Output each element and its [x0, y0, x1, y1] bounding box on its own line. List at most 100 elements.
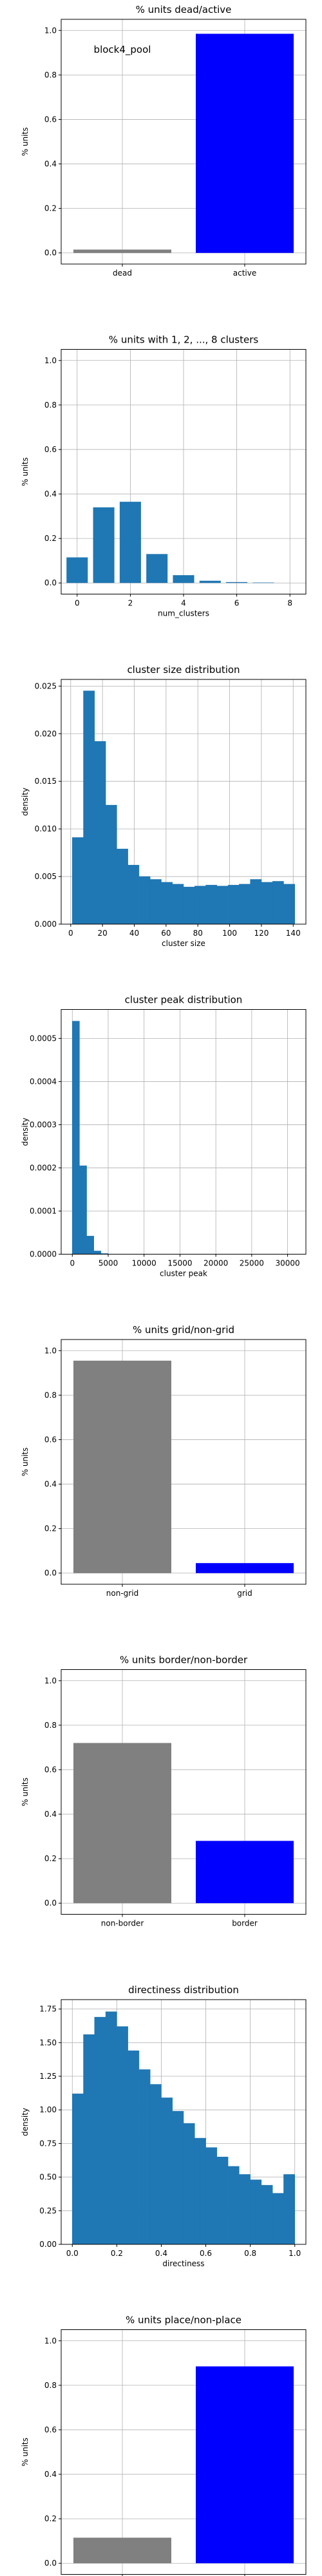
y-tick-label: 0.005	[35, 872, 57, 881]
y-tick-label: 0.2	[44, 534, 57, 543]
bar-dead	[73, 249, 171, 253]
y-tick-label: 0.015	[35, 777, 57, 786]
y-tick-label: 0.0004	[30, 1077, 57, 1086]
y-tick-label: 1.0	[44, 2336, 57, 2345]
x-tick-label: dead	[113, 269, 132, 278]
x-axis-label: num_clusters	[158, 609, 209, 618]
x-tick-label: 0.0	[66, 2249, 79, 2258]
histogram-bin	[83, 690, 95, 925]
chart-panel-2: % units with 1, 2, ..., 8 clusters 0.0 0.2…	[21, 334, 307, 618]
histogram-bin	[205, 885, 218, 925]
y-tick-label: 0.4	[44, 1480, 57, 1489]
y-tick-label: 0.4	[44, 160, 57, 169]
histogram-bin	[272, 881, 284, 925]
axes-frame	[61, 2329, 307, 2575]
y-tick-label: 0.2	[44, 1524, 57, 1533]
histogram-bin	[83, 2034, 95, 2245]
histogram-bin	[216, 886, 229, 925]
chart-panel-1: % units dead/active 0.0 0.2 0.4 0.6 0.8 1.0 dea…	[21, 4, 307, 278]
x-tick-label: 40	[129, 929, 139, 938]
y-tick-label: 0.4	[44, 489, 57, 498]
bar-grid	[196, 1563, 294, 1573]
y-tick-label: 0.6	[44, 115, 57, 124]
x-tick-label: 2	[128, 599, 133, 608]
histogram-bin	[272, 2193, 284, 2245]
y-axis-label: % units	[21, 128, 30, 156]
y-tick-label: 0.000	[35, 920, 57, 929]
y-axis-label: density	[21, 1118, 30, 1146]
y-tick-label: 0.2	[44, 1854, 57, 1863]
y-axis-label: % units	[21, 1777, 30, 1806]
histogram-bin	[161, 2098, 173, 2245]
y-tick-label: 1.50	[39, 2038, 57, 2047]
chart-panel-7: directiness distribution 0.00 0.25 0.50 0.75…	[21, 1984, 307, 2268]
chart-marks	[72, 1021, 116, 1255]
y-tick-label: 1.0	[44, 356, 57, 365]
histogram-bin	[239, 884, 251, 925]
y-tick-label: 0.6	[44, 1435, 57, 1444]
chart-title: directiness distribution	[128, 1984, 239, 1996]
histogram-bin	[250, 879, 262, 925]
y-tick-label: 1.00	[39, 2105, 57, 2114]
x-axis-label: cluster peak	[160, 1269, 207, 1278]
x-tick-label: 20000	[204, 1259, 228, 1268]
histogram-bin	[227, 885, 240, 925]
chart-marks	[73, 1743, 294, 1904]
histogram-bin	[72, 1021, 80, 1255]
y-tick-label: 0.00	[39, 2240, 57, 2249]
x-tick-label: 100	[222, 929, 237, 938]
histogram-bin	[93, 1251, 102, 1255]
bar-non-place	[73, 2537, 171, 2564]
bar-non-grid	[73, 1360, 171, 1573]
histogram-bin	[239, 2174, 251, 2245]
histogram-bin	[194, 2137, 206, 2245]
x-tick-label: 140	[286, 929, 301, 938]
y-tick-label: 0.0001	[30, 1206, 57, 1215]
x-tick-label: 20	[98, 929, 108, 938]
chart-panel-8: % units place/non-place 0.0 0.2 0.4 0.6 0.8 1.…	[21, 2315, 307, 2576]
x-tick-label: 0	[75, 599, 80, 608]
y-tick-label: 0.2	[44, 204, 57, 213]
x-axis-label: directiness	[162, 2259, 204, 2268]
y-tick-label: 1.0	[44, 26, 57, 35]
x-axis-label: cluster size	[162, 939, 205, 948]
y-tick-label: 0.0005	[30, 1034, 57, 1043]
y-tick-label: 0.8	[44, 70, 57, 79]
histogram-bin	[283, 884, 295, 925]
histogram-bin	[216, 2157, 229, 2245]
histogram-bin	[172, 2111, 184, 2245]
histogram-bin	[94, 741, 106, 925]
y-axis-label: % units	[21, 457, 30, 486]
bar-4	[173, 575, 194, 583]
y-tick-label: 0.0	[44, 249, 57, 258]
chart-marks	[73, 1360, 294, 1573]
histogram-bin	[72, 2093, 84, 2245]
histogram-bin	[250, 2179, 262, 2245]
bar-6	[226, 582, 248, 583]
axes-frame	[61, 19, 307, 265]
histogram-bin	[105, 2011, 117, 2245]
x-tick-label: 0.8	[244, 2249, 256, 2258]
chart-marks	[72, 2011, 295, 2245]
x-tick-label: non-border	[101, 1919, 144, 1928]
histogram-bin	[105, 804, 117, 925]
bar-5	[199, 580, 221, 583]
y-tick-label: 0.6	[44, 445, 57, 454]
chart-title: % units with 1, 2, ..., 8 clusters	[109, 334, 259, 346]
bar-non-border	[73, 1743, 171, 1904]
chart-marks	[73, 33, 294, 253]
chart-title: % units border/non-border	[120, 1654, 248, 1666]
x-tick-label: border	[232, 1919, 258, 1928]
x-tick-label: 120	[254, 929, 269, 938]
y-axis-label: % units	[21, 1448, 30, 1477]
x-tick-label: 0	[70, 1259, 75, 1268]
histogram-bin	[128, 2050, 140, 2245]
chart-panel-3: cluster size distribution 0.000 0.005 0.010…	[21, 664, 307, 948]
histogram-bin	[138, 2069, 151, 2245]
histogram-bin	[72, 837, 84, 925]
chart-title: % units grid/non-grid	[133, 1324, 234, 1336]
x-tick-label: 4	[181, 599, 186, 608]
histogram-bin	[261, 882, 273, 925]
y-tick-label: 1.0	[44, 1346, 57, 1355]
